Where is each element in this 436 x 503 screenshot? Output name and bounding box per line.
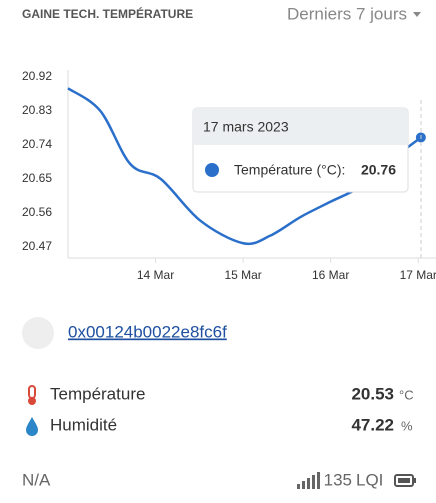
sensor-label: Température [50,384,145,403]
tooltip-label: Température (°C): [234,162,345,178]
status: N/A [22,470,51,489]
sensor-value: 47.22 [351,415,394,434]
x-tick-label: 15 Mar [224,268,261,282]
y-tick-label: 20.47 [22,239,52,253]
signal-icon [297,472,320,489]
sensor-label: Humidité [50,415,117,434]
tooltip-value: 20.76 [361,162,396,178]
y-tick-label: 20.92 [22,69,52,83]
period-select[interactable]: Derniers 7 jours [287,4,407,23]
tooltip-swatch [205,163,219,177]
x-tick-label: 14 Mar [137,268,174,282]
lqi-unit: LQI [356,470,383,489]
tooltip-date: 17 mars 2023 [203,119,289,135]
dropdown-arrow[interactable] [413,12,421,17]
x-tick-label: 17 Mar [400,268,436,282]
sensor-unit: °C [399,387,414,402]
y-tick-label: 20.83 [22,103,52,117]
y-tick-label: 20.56 [22,205,52,219]
tooltip: 17 mars 2023 Température (°C): 20.76 [192,100,422,258]
sensor-value: 20.53 [351,384,394,403]
card-title: GAINE TECH. TEMPÉRATURE [22,6,193,21]
humidity-icon [26,417,38,436]
plot: 20.47 20.56 20.65 20.74 20.83 20.92 14 Mar 15 M… [22,69,436,282]
lqi-value: 135 [324,470,352,489]
x-tick-label: 16 Mar [312,268,349,282]
battery-icon [394,474,416,487]
y-tick-label: 20.74 [22,137,52,151]
device-link[interactable]: 0x00124b0022e8fc6f [68,322,227,341]
y-tick-label: 20.65 [22,171,52,185]
thermometer-icon [28,385,36,405]
sensor-unit: % [401,418,413,433]
device-icon [22,317,54,349]
tooltip-header [193,108,408,145]
